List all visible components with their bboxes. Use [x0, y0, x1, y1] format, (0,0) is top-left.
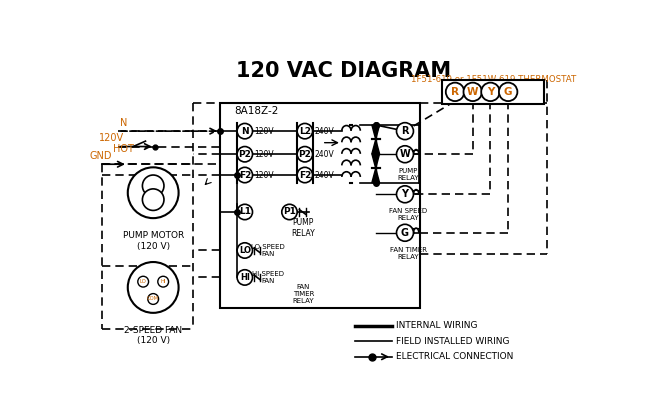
Text: LO: LO	[140, 279, 147, 284]
Text: Y: Y	[401, 189, 409, 199]
Circle shape	[297, 124, 313, 139]
Polygon shape	[372, 125, 380, 140]
Text: LO SPEED
FAN: LO SPEED FAN	[251, 244, 285, 257]
Circle shape	[282, 204, 297, 220]
Circle shape	[446, 83, 464, 101]
Text: FIELD INSTALLED WIRING: FIELD INSTALLED WIRING	[396, 337, 509, 346]
Text: 1F51-619 or 1F51W-619 THERMOSTAT: 1F51-619 or 1F51W-619 THERMOSTAT	[411, 75, 576, 84]
Text: HI SPEED
FAN: HI SPEED FAN	[252, 271, 284, 284]
Text: R: R	[401, 126, 409, 136]
Circle shape	[128, 262, 179, 313]
Polygon shape	[372, 168, 380, 183]
Circle shape	[158, 276, 169, 287]
Text: F2: F2	[299, 171, 311, 179]
Text: FAN
TIMER
RELAY: FAN TIMER RELAY	[293, 284, 314, 304]
Circle shape	[297, 147, 313, 162]
Text: W: W	[399, 149, 410, 159]
Circle shape	[397, 186, 413, 203]
Circle shape	[143, 175, 164, 197]
Text: 120V: 120V	[254, 127, 273, 136]
Bar	[442, 80, 544, 104]
Text: HI: HI	[161, 279, 166, 284]
Text: GND: GND	[89, 151, 112, 161]
Circle shape	[237, 124, 253, 139]
Text: 120V: 120V	[99, 133, 125, 143]
Circle shape	[237, 147, 253, 162]
Text: W: W	[467, 87, 478, 97]
Text: PUMP
RELAY: PUMP RELAY	[291, 218, 315, 238]
Circle shape	[397, 123, 413, 140]
Text: LO: LO	[239, 246, 251, 255]
Text: HI: HI	[240, 273, 250, 282]
Circle shape	[237, 270, 253, 285]
Text: COM: COM	[147, 297, 159, 302]
Circle shape	[397, 146, 413, 163]
Text: P2: P2	[239, 150, 251, 159]
Text: 240V: 240V	[314, 127, 334, 136]
Text: 240V: 240V	[314, 150, 334, 159]
Text: L1: L1	[239, 207, 251, 217]
Text: INTERNAL WIRING: INTERNAL WIRING	[396, 321, 477, 331]
Circle shape	[128, 167, 179, 218]
Circle shape	[237, 204, 253, 220]
Text: PUMP MOTOR
(120 V): PUMP MOTOR (120 V)	[123, 231, 184, 251]
Text: 2-SPEED FAN
(120 V): 2-SPEED FAN (120 V)	[124, 326, 182, 345]
Text: HOT: HOT	[113, 144, 135, 154]
Circle shape	[138, 276, 149, 287]
Text: ELECTRICAL CONNECTION: ELECTRICAL CONNECTION	[396, 352, 513, 361]
Text: L2: L2	[299, 127, 311, 136]
Text: P2: P2	[298, 150, 312, 159]
Polygon shape	[372, 154, 380, 168]
Circle shape	[481, 83, 500, 101]
Circle shape	[237, 167, 253, 183]
Polygon shape	[372, 140, 380, 154]
Circle shape	[148, 294, 159, 304]
Text: 240V: 240V	[314, 171, 334, 179]
Text: G: G	[401, 228, 409, 238]
Text: FAN TIMER
RELAY: FAN TIMER RELAY	[389, 247, 427, 260]
Text: 120 VAC DIAGRAM: 120 VAC DIAGRAM	[236, 61, 451, 81]
Bar	[220, 103, 420, 308]
Text: N: N	[241, 127, 249, 136]
Text: FAN SPEED
RELAY: FAN SPEED RELAY	[389, 208, 427, 221]
Text: 120V: 120V	[254, 150, 273, 159]
Circle shape	[464, 83, 482, 101]
Text: Y: Y	[487, 87, 494, 97]
Text: 120V: 120V	[254, 171, 273, 179]
Circle shape	[297, 167, 313, 183]
Text: P1: P1	[283, 207, 296, 217]
Circle shape	[143, 189, 164, 210]
Circle shape	[237, 243, 253, 258]
Text: N: N	[120, 118, 127, 128]
Circle shape	[499, 83, 517, 101]
Text: PUMP
RELAY: PUMP RELAY	[397, 168, 419, 181]
Circle shape	[397, 224, 413, 241]
Text: 8A18Z-2: 8A18Z-2	[234, 106, 279, 116]
Text: G: G	[504, 87, 513, 97]
Text: F2: F2	[239, 171, 251, 179]
Text: R: R	[451, 87, 459, 97]
